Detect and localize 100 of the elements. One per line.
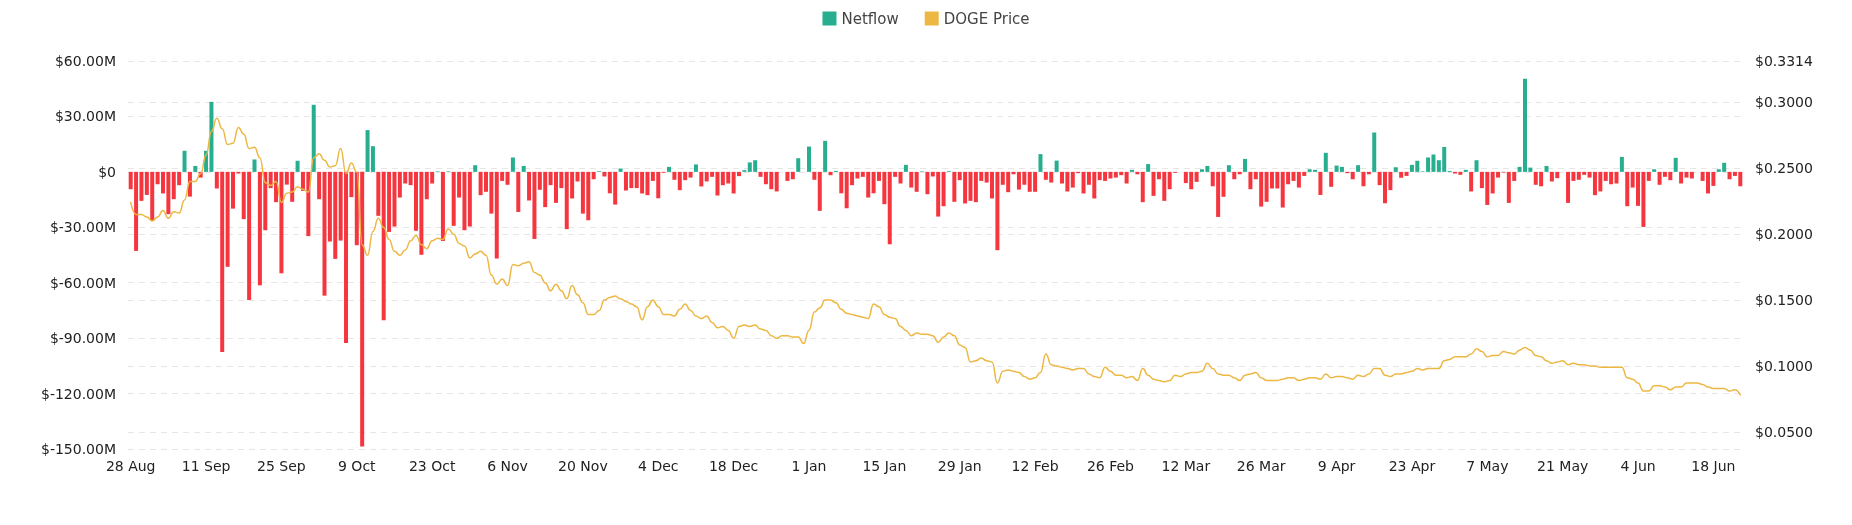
y-tick-label: $30.00M bbox=[54, 108, 116, 125]
bar bbox=[1679, 171, 1684, 184]
bar bbox=[1469, 171, 1474, 192]
bar bbox=[667, 166, 672, 172]
y2-tick-label: $0.3000 bbox=[1755, 94, 1813, 111]
bar bbox=[1619, 156, 1624, 172]
bar bbox=[1372, 132, 1377, 172]
bar bbox=[1323, 152, 1328, 172]
y-tick-label: $-30.00M bbox=[49, 219, 116, 236]
bar bbox=[521, 165, 526, 172]
y-tick-label: $60.00M bbox=[54, 53, 116, 69]
x-tick-label: 26 Feb bbox=[1086, 458, 1135, 474]
y2-tick-label: $0.2000 bbox=[1755, 226, 1813, 243]
bar bbox=[1404, 171, 1409, 176]
bar bbox=[591, 171, 596, 180]
bar bbox=[1248, 171, 1253, 190]
x-tick-label: 18 Jun bbox=[1691, 458, 1736, 474]
bar bbox=[1356, 165, 1361, 172]
x-tick-label: 21 May bbox=[1537, 458, 1589, 474]
bar bbox=[790, 171, 795, 180]
bar bbox=[828, 171, 833, 176]
bar bbox=[672, 171, 677, 180]
bar bbox=[376, 171, 381, 216]
x-tick-label: 4 Jun bbox=[1620, 458, 1656, 474]
x-tick-label: 11 Sep bbox=[181, 458, 231, 474]
bar bbox=[909, 171, 914, 188]
bar bbox=[785, 171, 790, 181]
bar bbox=[796, 158, 801, 172]
bar bbox=[193, 165, 198, 172]
bar bbox=[688, 171, 693, 178]
bar bbox=[914, 171, 919, 192]
x-tick-label: 12 Feb bbox=[1011, 458, 1059, 474]
bar bbox=[1689, 171, 1694, 179]
bar bbox=[1318, 171, 1323, 195]
x-tick-label: 4 Dec bbox=[638, 458, 679, 474]
bar bbox=[1129, 169, 1134, 172]
bar bbox=[505, 171, 510, 185]
y2-tick-label: $0.1000 bbox=[1755, 357, 1813, 374]
bar bbox=[817, 171, 822, 211]
bar bbox=[1673, 157, 1678, 172]
bar bbox=[839, 171, 844, 194]
bar bbox=[1361, 171, 1366, 187]
x-tick-label: 18 Dec bbox=[708, 458, 759, 474]
x-tick-label: 23 Apr bbox=[1388, 458, 1436, 474]
bar bbox=[1350, 171, 1355, 180]
bar bbox=[693, 164, 698, 172]
y2-tick-label: $0.2500 bbox=[1755, 160, 1813, 177]
bar bbox=[1652, 169, 1657, 172]
bar bbox=[925, 171, 930, 195]
x-tick-label: 9 Oct bbox=[338, 458, 377, 474]
x-tick-label: 29 Jan bbox=[937, 458, 982, 474]
bar bbox=[903, 164, 908, 172]
bar bbox=[1566, 171, 1571, 203]
x-tick-label: 23 Oct bbox=[408, 458, 456, 474]
bar bbox=[510, 157, 515, 172]
bar bbox=[473, 165, 478, 172]
bar bbox=[1038, 154, 1043, 172]
y-tick-label: $0 bbox=[98, 163, 116, 180]
bar bbox=[812, 171, 817, 180]
bar bbox=[1226, 165, 1231, 172]
bar bbox=[467, 171, 472, 227]
bar bbox=[1329, 171, 1334, 187]
y-tick-label: $-60.00M bbox=[49, 274, 116, 291]
x-tick-label: 26 Mar bbox=[1236, 458, 1286, 474]
bar bbox=[1194, 171, 1199, 182]
legend-label: Netflow bbox=[841, 9, 899, 28]
bar bbox=[1054, 160, 1059, 172]
y2-tick-label: $0.3314 bbox=[1755, 53, 1813, 69]
x-tick-label: 6 Nov bbox=[487, 458, 528, 474]
y2-tick-label: $0.0500 bbox=[1755, 423, 1813, 440]
bar bbox=[1544, 165, 1549, 172]
bar bbox=[311, 104, 316, 172]
bar bbox=[774, 171, 779, 192]
bar bbox=[1221, 171, 1226, 197]
y-tick-label: $-150.00M bbox=[40, 441, 116, 457]
x-tick-label: 20 Nov bbox=[558, 458, 608, 474]
line-series bbox=[129, 117, 1742, 396]
bar bbox=[941, 171, 946, 207]
bar bbox=[1339, 166, 1344, 172]
bar bbox=[1232, 171, 1237, 180]
bar bbox=[1474, 160, 1479, 172]
y2-tick-label: $0.1500 bbox=[1755, 292, 1813, 309]
bar bbox=[898, 171, 903, 184]
bar bbox=[182, 150, 187, 172]
bar bbox=[1399, 171, 1404, 178]
x-tick-label: 15 Jan bbox=[862, 458, 907, 474]
bar bbox=[516, 171, 521, 212]
bar bbox=[806, 146, 811, 172]
bar bbox=[1140, 171, 1145, 203]
x-tick-label: 12 Mar bbox=[1161, 458, 1211, 474]
legend-label: DOGE Price bbox=[943, 9, 1030, 28]
bar bbox=[187, 171, 192, 197]
bar bbox=[1625, 171, 1630, 207]
bar bbox=[952, 171, 957, 202]
bar bbox=[1463, 169, 1468, 172]
bar bbox=[440, 171, 445, 241]
bar bbox=[295, 160, 300, 172]
x-tick-label: 25 Sep bbox=[257, 458, 306, 474]
x-tick-label: 28 Aug bbox=[105, 458, 156, 474]
x-tick-label: 9 Apr bbox=[1317, 458, 1356, 474]
